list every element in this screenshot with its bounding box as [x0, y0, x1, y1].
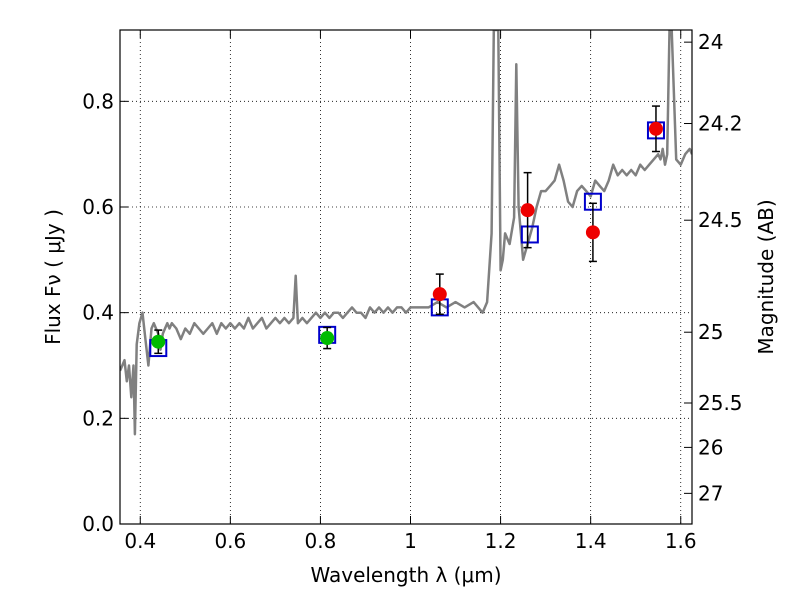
x-tick-label: 0.4	[124, 529, 156, 553]
y-axis-title: Flux Fν ( μJy )	[41, 209, 65, 345]
red-point	[520, 203, 535, 218]
red-point	[432, 287, 447, 302]
right-tick-label: 24.5	[698, 208, 743, 232]
y-tick-label: 0.0	[82, 512, 114, 536]
model-box	[520, 225, 539, 244]
red-point	[585, 225, 600, 240]
x-tick-label: 1.2	[485, 529, 517, 553]
y-tick-label: 0.4	[82, 301, 114, 325]
tick-labels: 0.4 0.6 0.8 1 1.2 1.4 1.6 0.0 0.2 0.4 0.6 0.8 24 24.2…	[82, 30, 742, 553]
spectrum-line	[120, 30, 692, 436]
grid	[120, 30, 692, 525]
green-point	[151, 334, 166, 349]
right-tick-label: 27	[698, 481, 723, 505]
right-tick-label: 25.5	[698, 391, 743, 415]
x-tick-label: 0.6	[214, 529, 246, 553]
red-point	[648, 121, 663, 136]
right-tick-label: 24	[698, 30, 723, 54]
x-tick-label: 0.8	[305, 529, 337, 553]
right-tick-label: 24.2	[698, 112, 743, 136]
model-boxes	[149, 121, 665, 358]
axis-ticks	[120, 30, 692, 525]
y-tick-label: 0.2	[82, 406, 114, 430]
x-tick-label: 1.6	[665, 529, 697, 553]
y-tick-label: 0.6	[82, 195, 114, 219]
right-axis-title: Magnitude (AB)	[754, 199, 778, 354]
y-tick-label: 0.8	[82, 89, 114, 113]
x-tick-label: 1.4	[575, 529, 607, 553]
x-axis-title: Wavelength λ (μm)	[310, 563, 501, 587]
right-tick-label: 26	[698, 435, 723, 459]
right-tick-label: 25	[698, 320, 723, 344]
plot-frame	[119, 29, 693, 525]
error-bars	[154, 105, 660, 355]
data-points	[151, 121, 663, 349]
x-tick-label: 1	[404, 529, 417, 553]
green-point	[320, 331, 335, 346]
